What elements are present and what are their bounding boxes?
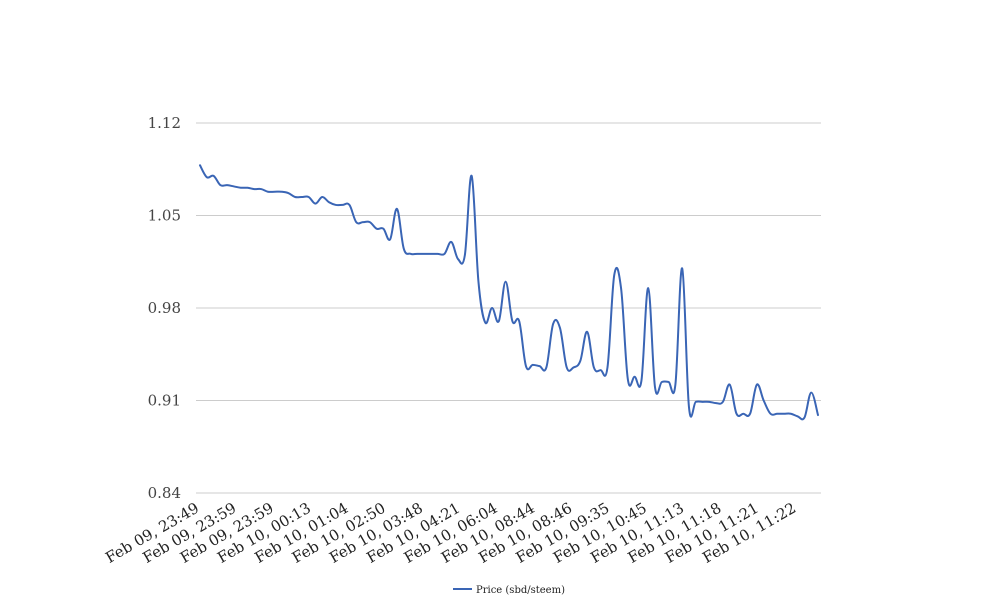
gridlines	[196, 122, 821, 494]
y-tick-label: 1.12	[148, 114, 181, 132]
y-tick-label: 1.05	[148, 207, 181, 225]
y-tick-label: 0.91	[148, 392, 181, 410]
y-tick-label: 0.84	[148, 484, 181, 502]
y-tick-label: 0.98	[148, 299, 181, 317]
y-axis: 0.84 0.91 0.98 1.05 1.12	[148, 114, 181, 502]
series-line-price	[199, 164, 819, 421]
legend-label-price: Price (sbd/steem)	[476, 585, 565, 596]
series-lines	[199, 164, 819, 421]
legend[interactable]: Price (sbd/steem)	[453, 585, 565, 596]
